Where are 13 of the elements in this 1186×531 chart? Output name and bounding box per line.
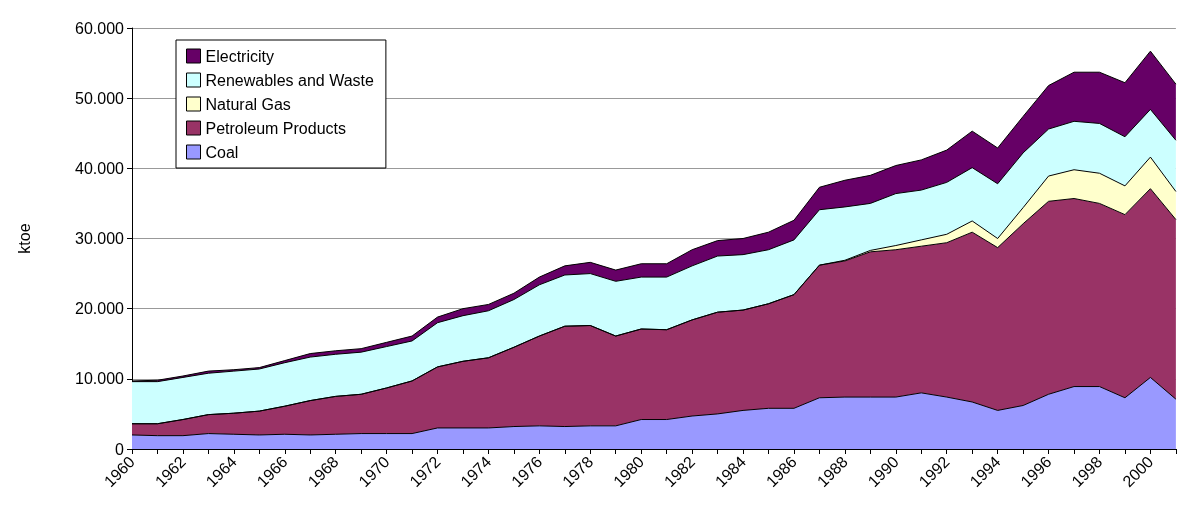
legend-label: Electricity bbox=[205, 47, 274, 65]
legend-label: Renewables and Waste bbox=[205, 71, 374, 89]
legend-label: Petroleum Products bbox=[205, 119, 347, 137]
y-tick-label: 0 bbox=[115, 440, 125, 458]
y-tick-label: 40.000 bbox=[75, 159, 125, 177]
legend-label: Natural Gas bbox=[205, 95, 291, 113]
y-tick-label: 30.000 bbox=[75, 230, 125, 247]
y-tick-label: 50.000 bbox=[75, 89, 125, 107]
legend-label: Coal bbox=[205, 143, 239, 161]
y-tick-label: 20.000 bbox=[75, 300, 125, 318]
y-axis-title: ktoe bbox=[15, 223, 33, 254]
y-tick-label: 60.000 bbox=[75, 19, 125, 37]
y-tick-label: 10.000 bbox=[75, 370, 125, 388]
